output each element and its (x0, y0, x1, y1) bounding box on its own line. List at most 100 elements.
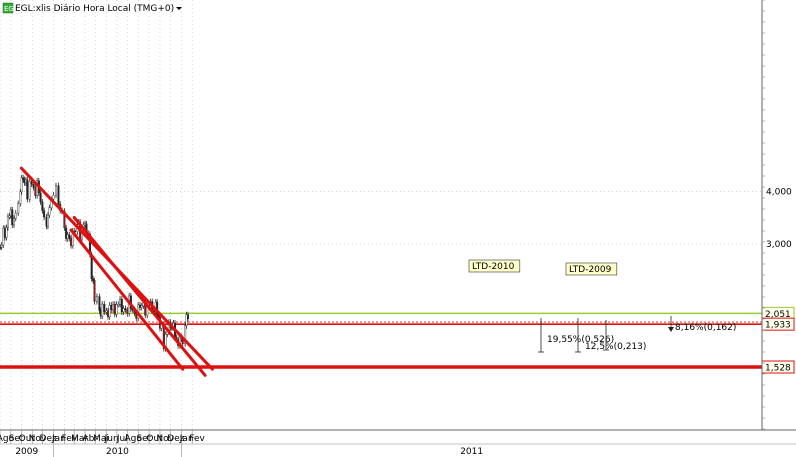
y-axis: 4,000 3,000 (761, 0, 792, 430)
candle-body (26, 179, 29, 200)
level-label: 2,051 (765, 310, 791, 320)
candle-body (126, 309, 129, 314)
candle-body (66, 234, 69, 239)
candle-body (48, 207, 51, 216)
year-label: 2009 (15, 447, 38, 457)
y-tick-label: 3,000 (766, 240, 792, 250)
chart-header: EG EGL:xlis Diário Hora Local (TMG+0) (2, 2, 182, 14)
candle-body (11, 209, 14, 226)
candle-body (46, 214, 49, 227)
x-tick-label: Dez (40, 434, 57, 444)
candle-body (108, 304, 111, 317)
candle-body (93, 280, 96, 302)
chevron-down-icon[interactable] (176, 7, 182, 10)
candle-body (186, 314, 189, 319)
candle-body (184, 325, 187, 345)
trendline (69, 228, 185, 371)
candle-body (70, 238, 73, 246)
year-label: 2011 (460, 447, 483, 457)
ltd-2010-label-box (468, 259, 521, 273)
candle-body (8, 215, 11, 218)
candle-body (28, 181, 31, 200)
level-label: 1,528 (765, 364, 791, 374)
candle-body (138, 304, 141, 308)
y-tick-label: 4,000 (766, 188, 792, 198)
pct-annotation-3: 12,5%(0,213) (585, 342, 646, 352)
candle-body (115, 304, 118, 315)
x-tick-label: Set (136, 434, 151, 444)
candle-body (68, 234, 71, 239)
pct-annotation-1: 8,16%(0,162) (675, 323, 736, 333)
x-tick-label: Ago (124, 434, 142, 444)
candle-body (65, 227, 68, 239)
x-tick-label: Nov (156, 434, 174, 444)
x-tick-label: Mai (93, 434, 109, 444)
x-tick-label: Set (9, 434, 24, 444)
gridlines (0, 0, 762, 430)
candle-body (57, 185, 60, 205)
x-tick-label: Fev (62, 434, 78, 444)
candle-body (22, 177, 25, 180)
candle-body (0, 244, 3, 248)
candle-body (101, 303, 104, 317)
trendline (72, 216, 207, 377)
candle-body (19, 191, 22, 204)
candle-body (140, 305, 143, 308)
candle-body (124, 308, 127, 311)
x-axis: AgoSetOutNovDezJanFevMarAbrMaiJunJulAgoS… (0, 429, 796, 457)
ltd-2009-label-text: LTD-2009 (569, 265, 612, 275)
candle-body (117, 304, 120, 307)
x-tick-label: Jan (51, 434, 66, 444)
candle-body (14, 212, 17, 219)
candle-body (2, 228, 5, 246)
candle-body (5, 227, 8, 238)
candle-body (43, 210, 46, 218)
candle-body (122, 308, 125, 313)
pct-annotation-2: 19,55%(0,526) (547, 335, 614, 345)
candle-body (120, 298, 123, 313)
candle-body (119, 298, 122, 305)
candle-body (185, 314, 188, 326)
ltd-2009-label-box (565, 262, 618, 276)
x-tick-label: Abr (83, 434, 99, 444)
x-tick-label: Dez (167, 434, 184, 444)
candle-body (12, 218, 15, 226)
candle-body (6, 216, 9, 228)
candle-body (52, 194, 55, 200)
x-tick-label: Jul (116, 434, 128, 444)
candle-body (95, 296, 98, 302)
instrument-badge-text: EG (4, 5, 14, 13)
x-tick-label: Ago (0, 434, 15, 444)
candle-body (113, 303, 116, 315)
level-label: 1,933 (765, 321, 791, 331)
candle-body (98, 296, 101, 311)
annotations: LTD-2010 LTD-2009 8,16%(0,162) 19,55%(0,526… (468, 259, 736, 353)
candle-body (0, 246, 2, 249)
x-tick-label: Fev (189, 434, 205, 444)
x-tick-label: Out (19, 434, 36, 444)
x-tick-label: Jan (179, 434, 194, 444)
year-label: 2010 (106, 447, 129, 457)
ltd-2010-label-text: LTD-2010 (472, 262, 515, 272)
candle-body (17, 203, 20, 214)
candle-body (30, 181, 33, 185)
candle-body (103, 303, 106, 313)
x-tick-label: Mar (71, 434, 88, 444)
candle-body (20, 177, 23, 193)
instrument-badge (2, 2, 14, 14)
x-tick-label: Nov (29, 434, 47, 444)
candle-body (41, 201, 44, 211)
candle-body (110, 304, 113, 311)
x-tick-label: Jun (104, 434, 119, 444)
arrow-down-icon (668, 327, 674, 332)
candle-body (32, 184, 35, 188)
candle-body (105, 310, 108, 313)
candle-body (39, 192, 42, 203)
trendlines (19, 166, 214, 377)
candle-body (34, 187, 37, 196)
candle-body (112, 303, 115, 311)
